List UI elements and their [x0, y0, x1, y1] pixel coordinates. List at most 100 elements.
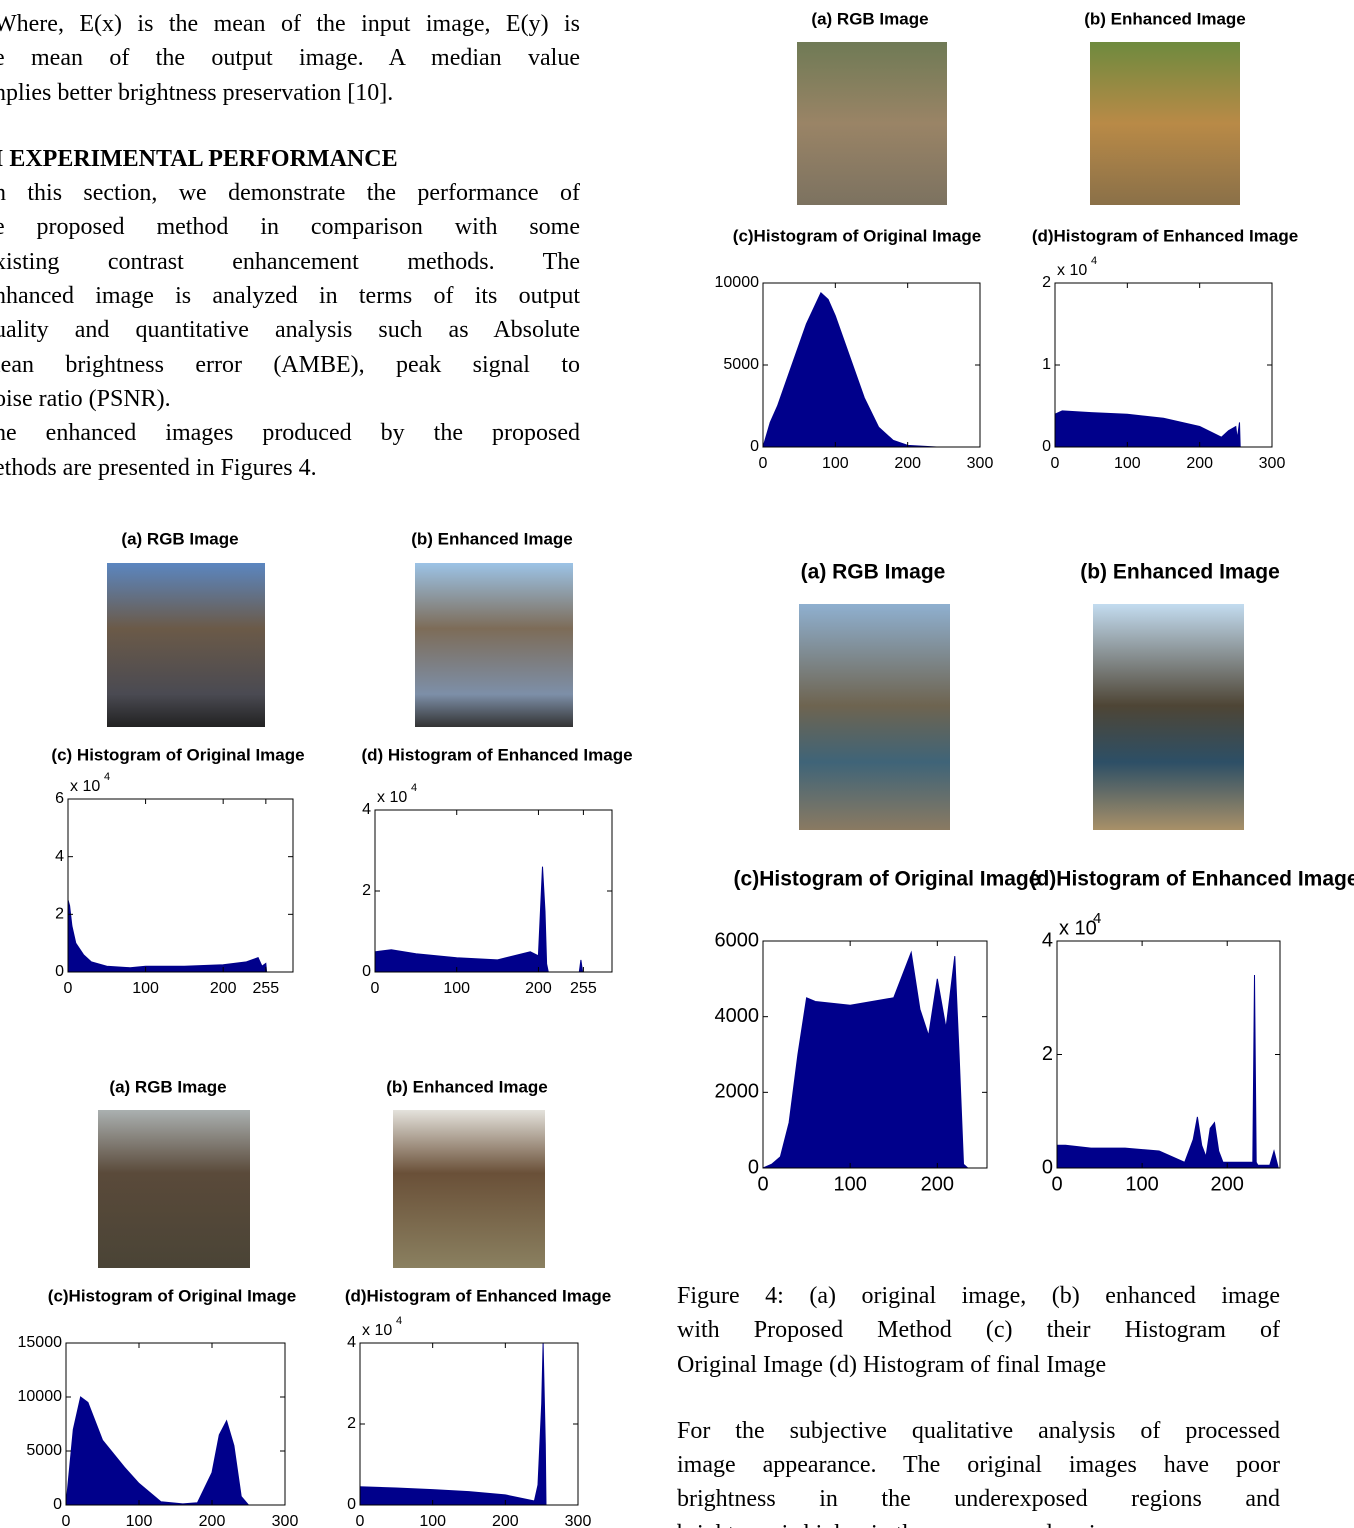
chart-title: (c) Histogram of Original Image — [51, 745, 304, 764]
y-tick-label: 10000 — [715, 274, 760, 291]
image — [98, 1110, 250, 1268]
image — [1090, 42, 1240, 205]
x-tick-label: 100 — [443, 980, 470, 997]
x-tick-label: 0 — [1051, 455, 1060, 472]
x-tick-label: 200 — [1186, 455, 1213, 472]
x-tick-label: 200 — [492, 1513, 519, 1528]
y-tick-label: 15000 — [18, 1334, 63, 1351]
y-tick-label: 6 — [55, 790, 64, 807]
y-tick-label: 0 — [55, 963, 64, 980]
axes-box — [68, 799, 293, 972]
x-tick-label: 100 — [132, 980, 159, 997]
axis-multiplier: x 10 — [1057, 262, 1087, 279]
chart-title: (d) Histogram of Enhanced Image — [361, 745, 632, 764]
axis-exponent: 4 — [411, 782, 417, 794]
axis-exponent: 4 — [104, 771, 110, 783]
x-tick-label: 0 — [757, 1173, 768, 1195]
y-tick-label: 2 — [1042, 274, 1051, 291]
x-tick-label: 200 — [210, 980, 237, 997]
page: Where, E(x) is the mean of the input ima… — [0, 0, 1354, 1528]
x-tick-label: 200 — [921, 1173, 954, 1195]
x-tick-label: 100 — [1125, 1173, 1158, 1195]
x-tick-label: 0 — [62, 1513, 71, 1528]
x-tick-label: 0 — [759, 455, 768, 472]
axes-box — [1057, 941, 1280, 1168]
histogram-area — [763, 952, 972, 1168]
x-tick-label: 0 — [1051, 1173, 1062, 1195]
y-tick-label: 5000 — [26, 1442, 62, 1459]
x-tick-label: 100 — [1114, 455, 1141, 472]
chart-title: (d)Histogram of Enhanced Image — [1029, 868, 1354, 891]
x-tick-label: 100 — [833, 1173, 866, 1195]
figures: (a) RGB Image (b) Enhanced Image (a) RGB I… — [0, 0, 1354, 1528]
x-tick-label: 300 — [272, 1513, 299, 1528]
image — [415, 563, 573, 727]
axis-exponent: 4 — [1091, 255, 1097, 267]
y-tick-label: 0 — [750, 438, 759, 455]
y-tick-label: 0 — [1042, 438, 1051, 455]
chart-title: (c)Histogram of Original Image — [733, 226, 981, 245]
image — [107, 563, 265, 727]
y-tick-label: 4000 — [715, 1005, 760, 1027]
axis-exponent: 4 — [1093, 910, 1101, 927]
histogram-area — [360, 1343, 546, 1505]
x-tick-label: 100 — [419, 1513, 446, 1528]
panel-label: (a) RGB Image — [109, 1077, 226, 1096]
image — [799, 604, 950, 830]
x-tick-label: 255 — [252, 980, 279, 997]
histogram-area — [1057, 975, 1278, 1168]
y-tick-label: 4 — [362, 801, 371, 818]
histogram-area — [375, 867, 583, 972]
axis-multiplier: x 10 — [1059, 917, 1097, 939]
x-tick-label: 300 — [1259, 455, 1286, 472]
axis-exponent: 4 — [396, 1315, 402, 1327]
y-tick-label: 2 — [347, 1415, 356, 1432]
x-tick-label: 100 — [822, 455, 849, 472]
y-tick-label: 6000 — [715, 929, 760, 951]
y-tick-label: 0 — [53, 1496, 62, 1513]
x-tick-label: 255 — [570, 980, 597, 997]
image — [1093, 604, 1244, 830]
y-tick-label: 10000 — [18, 1388, 63, 1405]
y-tick-label: 0 — [362, 963, 371, 980]
axes-box — [375, 810, 612, 972]
panel-label: (a) RGB Image — [121, 529, 238, 548]
x-tick-label: 200 — [1211, 1173, 1244, 1195]
chart-title: (d)Histogram of Enhanced Image — [345, 1286, 611, 1305]
axis-multiplier: x 10 — [377, 789, 407, 806]
y-tick-label: 4 — [347, 1334, 356, 1351]
panel-label: (b) Enhanced Image — [1084, 9, 1246, 28]
x-tick-label: 300 — [565, 1513, 592, 1528]
histogram-area — [1055, 411, 1240, 447]
panel-label: (b) Enhanced Image — [386, 1077, 548, 1096]
histogram-area — [66, 1397, 249, 1505]
y-tick-label: 2000 — [715, 1081, 760, 1103]
panel-label: (b) Enhanced Image — [1080, 561, 1280, 584]
chart-title: (c)Histogram of Original Image — [734, 868, 1041, 891]
x-tick-label: 100 — [126, 1513, 153, 1528]
y-tick-label: 2 — [55, 906, 64, 923]
x-tick-label: 0 — [371, 980, 380, 997]
panel-label: (a) RGB Image — [811, 9, 928, 28]
panel-label: (b) Enhanced Image — [411, 529, 573, 548]
image — [393, 1110, 545, 1268]
y-tick-label: 2 — [362, 882, 371, 899]
x-tick-label: 200 — [525, 980, 552, 997]
y-tick-label: 0 — [347, 1496, 356, 1513]
panel-label: (a) RGB Image — [801, 561, 946, 584]
x-tick-label: 200 — [199, 1513, 226, 1528]
y-tick-label: 5000 — [723, 356, 759, 373]
y-tick-label: 4 — [1042, 929, 1053, 951]
chart-title: (c)Histogram of Original Image — [48, 1286, 296, 1305]
y-tick-label: 1 — [1042, 356, 1051, 373]
axis-multiplier: x 10 — [362, 1322, 392, 1339]
x-tick-label: 200 — [894, 455, 921, 472]
x-tick-label: 0 — [64, 980, 73, 997]
y-tick-label: 2 — [1042, 1043, 1053, 1065]
image — [797, 42, 947, 205]
chart-title: (d)Histogram of Enhanced Image — [1032, 226, 1298, 245]
x-tick-label: 300 — [967, 455, 994, 472]
histogram-area — [763, 293, 944, 447]
histogram-area — [68, 900, 267, 972]
axis-multiplier: x 10 — [70, 778, 100, 795]
